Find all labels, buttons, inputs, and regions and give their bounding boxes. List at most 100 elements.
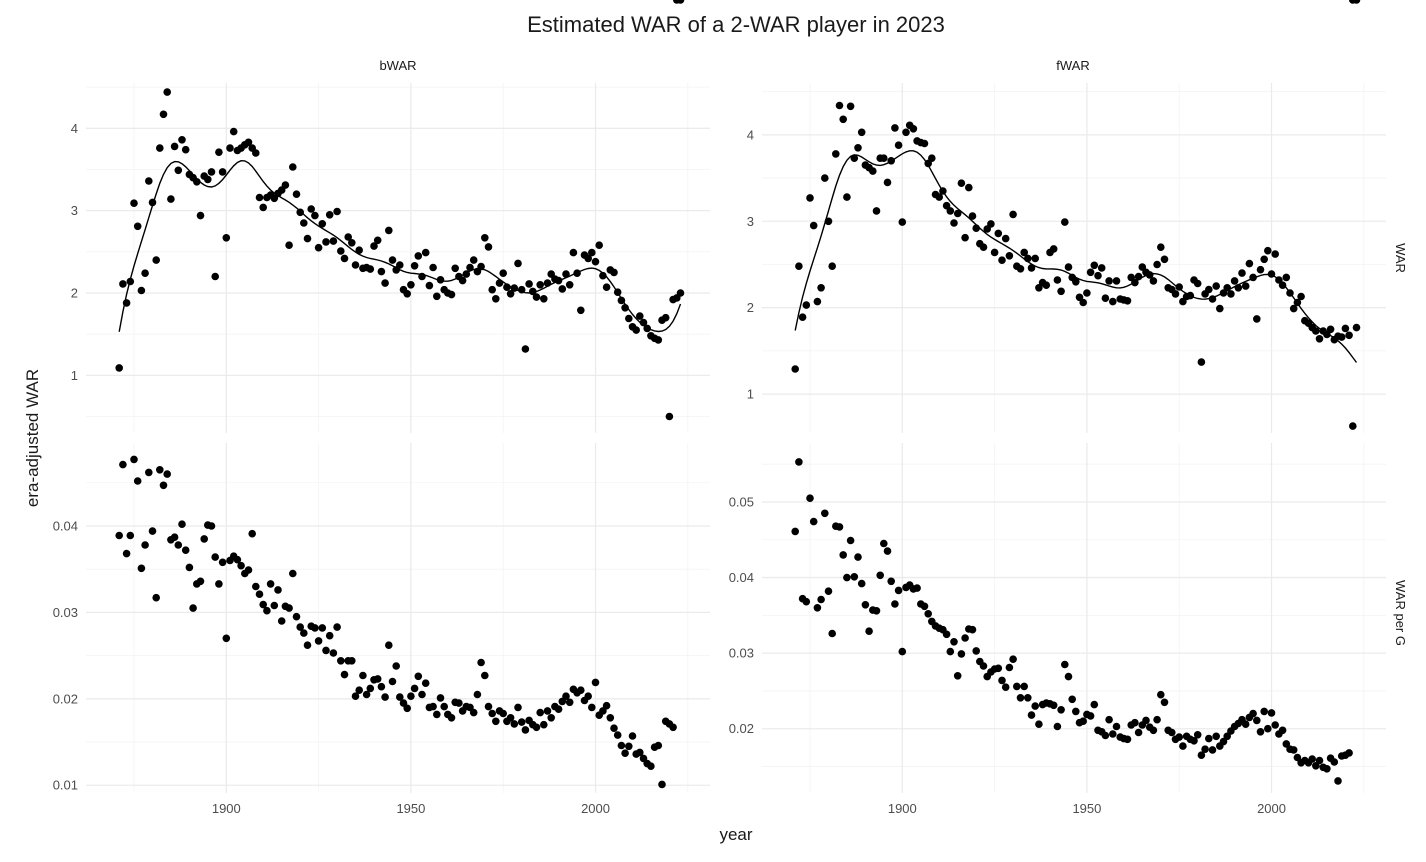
data-point [1064, 263, 1073, 271]
data-point [1061, 660, 1069, 669]
data-point [1205, 734, 1213, 743]
data-point [366, 265, 375, 273]
data-point [292, 190, 301, 198]
data-point [433, 710, 441, 719]
data-point [1145, 271, 1154, 279]
y-tick-label: 1 [71, 368, 78, 383]
data-point [1193, 731, 1202, 739]
data-point [207, 168, 216, 176]
data-point [953, 209, 962, 218]
data-point [1057, 706, 1065, 714]
data-point [562, 692, 570, 700]
data-point [152, 256, 160, 264]
data-point [547, 714, 555, 722]
data-point [377, 267, 386, 276]
data-point [1153, 260, 1161, 269]
data-point [207, 522, 216, 530]
data-point [968, 625, 977, 634]
data-point [1260, 255, 1268, 264]
data-point [1312, 762, 1320, 770]
data-point [355, 686, 364, 694]
data-point [307, 205, 316, 213]
data-point [795, 262, 803, 271]
data-point [1086, 268, 1095, 277]
data-point [1134, 728, 1143, 737]
data-point [861, 601, 870, 609]
data-point [628, 732, 637, 740]
data-point [215, 580, 223, 588]
data-point [1264, 724, 1272, 733]
data-point [447, 714, 456, 722]
facet-strip-row-2: WAR per G [1393, 580, 1408, 646]
data-point [436, 694, 445, 702]
data-point [876, 571, 884, 580]
data-point [244, 566, 253, 574]
data-point [1230, 277, 1239, 285]
data-point [817, 284, 825, 292]
data-point [613, 731, 622, 739]
data-point [994, 229, 1003, 238]
data-point [126, 277, 135, 286]
data-point [1219, 737, 1228, 746]
data-point [1160, 698, 1169, 707]
data-point [872, 607, 881, 615]
data-point [602, 283, 611, 292]
data-point [156, 144, 164, 152]
data-point [565, 281, 574, 289]
data-point [403, 290, 412, 298]
data-point [469, 256, 478, 264]
data-point [351, 692, 360, 700]
data-point [322, 646, 330, 655]
panel-2: 1 2 3 4 [747, 83, 1386, 433]
data-point [403, 704, 412, 713]
data-point [946, 647, 955, 656]
data-point [621, 304, 629, 312]
data-point [1072, 278, 1080, 286]
chart-title: Estimated WAR of a 2-WAR player in 2023 [527, 12, 945, 37]
data-point [495, 279, 504, 287]
data-point [573, 269, 581, 278]
data-point [133, 477, 142, 485]
data-point [939, 187, 947, 195]
data-point [806, 494, 814, 503]
data-point [148, 527, 157, 535]
data-point [1190, 737, 1198, 745]
data-point [532, 723, 541, 732]
data-point [141, 269, 149, 278]
data-point [540, 720, 548, 729]
data-point [1083, 289, 1091, 297]
data-point [613, 288, 622, 297]
data-point [887, 157, 895, 165]
y-tick-label: 4 [71, 121, 78, 136]
panel-3: 1900 1950 2000 0.01 0.02 0.03 0.04 [53, 0, 710, 816]
data-point [392, 662, 401, 670]
data-point [994, 664, 1003, 673]
data-point [340, 254, 349, 263]
data-point [1223, 284, 1231, 292]
y-tick-label: 0.02 [53, 691, 78, 706]
data-point [1009, 210, 1017, 219]
data-point [554, 705, 563, 713]
data-point [296, 623, 305, 631]
data-point [599, 271, 607, 280]
data-point [972, 224, 980, 232]
data-point [1123, 735, 1132, 744]
data-point [1278, 281, 1287, 290]
data-point [499, 269, 508, 278]
data-point [481, 234, 489, 242]
data-point [425, 281, 434, 290]
data-point [407, 281, 415, 289]
data-point [1016, 694, 1025, 702]
data-point [137, 564, 146, 573]
data-point [122, 549, 131, 558]
data-point [942, 630, 951, 639]
data-point [920, 139, 929, 148]
data-point [119, 280, 127, 288]
panel-4: 1900 1950 2000 0.02 0.03 0.04 0.05 [729, 0, 1386, 816]
data-point [1264, 246, 1272, 255]
data-point [532, 293, 541, 301]
data-point [1334, 777, 1342, 785]
data-point [1205, 285, 1213, 294]
data-point [665, 412, 674, 421]
data-point [178, 136, 186, 144]
